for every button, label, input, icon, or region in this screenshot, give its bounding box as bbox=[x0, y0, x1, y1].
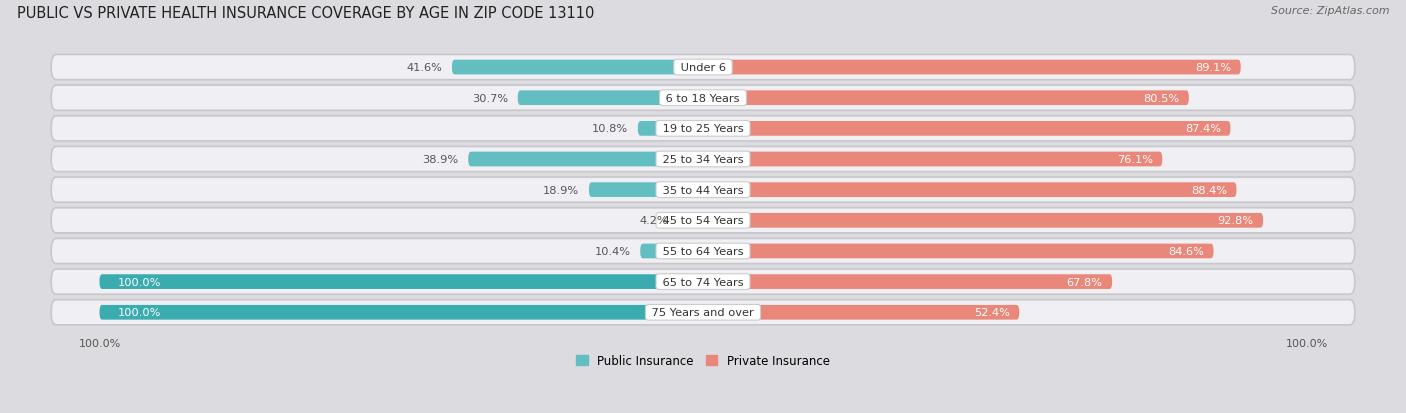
Text: 41.6%: 41.6% bbox=[406, 63, 443, 73]
FancyBboxPatch shape bbox=[638, 122, 703, 136]
Text: Under 6: Under 6 bbox=[676, 63, 730, 73]
Text: 88.4%: 88.4% bbox=[1191, 185, 1227, 195]
FancyBboxPatch shape bbox=[703, 275, 1112, 289]
FancyBboxPatch shape bbox=[703, 305, 1019, 320]
FancyBboxPatch shape bbox=[51, 208, 1355, 233]
FancyBboxPatch shape bbox=[703, 214, 1263, 228]
FancyBboxPatch shape bbox=[640, 244, 703, 259]
Text: 52.4%: 52.4% bbox=[974, 308, 1010, 318]
Text: 6 to 18 Years: 6 to 18 Years bbox=[662, 93, 744, 103]
FancyBboxPatch shape bbox=[51, 147, 1355, 172]
FancyBboxPatch shape bbox=[51, 269, 1355, 294]
Text: 100.0%: 100.0% bbox=[118, 277, 160, 287]
FancyBboxPatch shape bbox=[468, 152, 703, 167]
Text: 10.4%: 10.4% bbox=[595, 247, 630, 256]
FancyBboxPatch shape bbox=[703, 244, 1213, 259]
Text: 38.9%: 38.9% bbox=[422, 154, 458, 165]
Text: 84.6%: 84.6% bbox=[1168, 247, 1204, 256]
Text: 4.2%: 4.2% bbox=[640, 216, 668, 226]
FancyBboxPatch shape bbox=[51, 300, 1355, 325]
Text: 55 to 64 Years: 55 to 64 Years bbox=[659, 247, 747, 256]
FancyBboxPatch shape bbox=[678, 214, 703, 228]
FancyBboxPatch shape bbox=[703, 152, 1163, 167]
FancyBboxPatch shape bbox=[51, 116, 1355, 142]
Text: 100.0%: 100.0% bbox=[118, 308, 160, 318]
Text: 75 Years and over: 75 Years and over bbox=[648, 308, 758, 318]
Text: 80.5%: 80.5% bbox=[1143, 93, 1180, 103]
FancyBboxPatch shape bbox=[703, 61, 1240, 75]
Text: 89.1%: 89.1% bbox=[1195, 63, 1232, 73]
FancyBboxPatch shape bbox=[51, 55, 1355, 81]
Text: 10.8%: 10.8% bbox=[592, 124, 628, 134]
Text: 18.9%: 18.9% bbox=[543, 185, 579, 195]
Text: 92.8%: 92.8% bbox=[1218, 216, 1253, 226]
Text: 67.8%: 67.8% bbox=[1067, 277, 1102, 287]
FancyBboxPatch shape bbox=[100, 305, 703, 320]
Legend: Public Insurance, Private Insurance: Public Insurance, Private Insurance bbox=[571, 350, 835, 372]
Text: 65 to 74 Years: 65 to 74 Years bbox=[659, 277, 747, 287]
Text: 30.7%: 30.7% bbox=[472, 93, 508, 103]
FancyBboxPatch shape bbox=[703, 122, 1230, 136]
FancyBboxPatch shape bbox=[51, 178, 1355, 203]
FancyBboxPatch shape bbox=[703, 91, 1189, 106]
FancyBboxPatch shape bbox=[51, 86, 1355, 111]
Text: Source: ZipAtlas.com: Source: ZipAtlas.com bbox=[1271, 6, 1389, 16]
Text: 76.1%: 76.1% bbox=[1116, 154, 1153, 165]
Text: PUBLIC VS PRIVATE HEALTH INSURANCE COVERAGE BY AGE IN ZIP CODE 13110: PUBLIC VS PRIVATE HEALTH INSURANCE COVER… bbox=[17, 6, 595, 21]
FancyBboxPatch shape bbox=[451, 61, 703, 75]
FancyBboxPatch shape bbox=[703, 183, 1236, 197]
FancyBboxPatch shape bbox=[589, 183, 703, 197]
Text: 35 to 44 Years: 35 to 44 Years bbox=[659, 185, 747, 195]
FancyBboxPatch shape bbox=[100, 275, 703, 289]
Text: 45 to 54 Years: 45 to 54 Years bbox=[659, 216, 747, 226]
Text: 19 to 25 Years: 19 to 25 Years bbox=[659, 124, 747, 134]
FancyBboxPatch shape bbox=[517, 91, 703, 106]
Text: 87.4%: 87.4% bbox=[1185, 124, 1220, 134]
FancyBboxPatch shape bbox=[51, 239, 1355, 264]
Text: 25 to 34 Years: 25 to 34 Years bbox=[659, 154, 747, 165]
